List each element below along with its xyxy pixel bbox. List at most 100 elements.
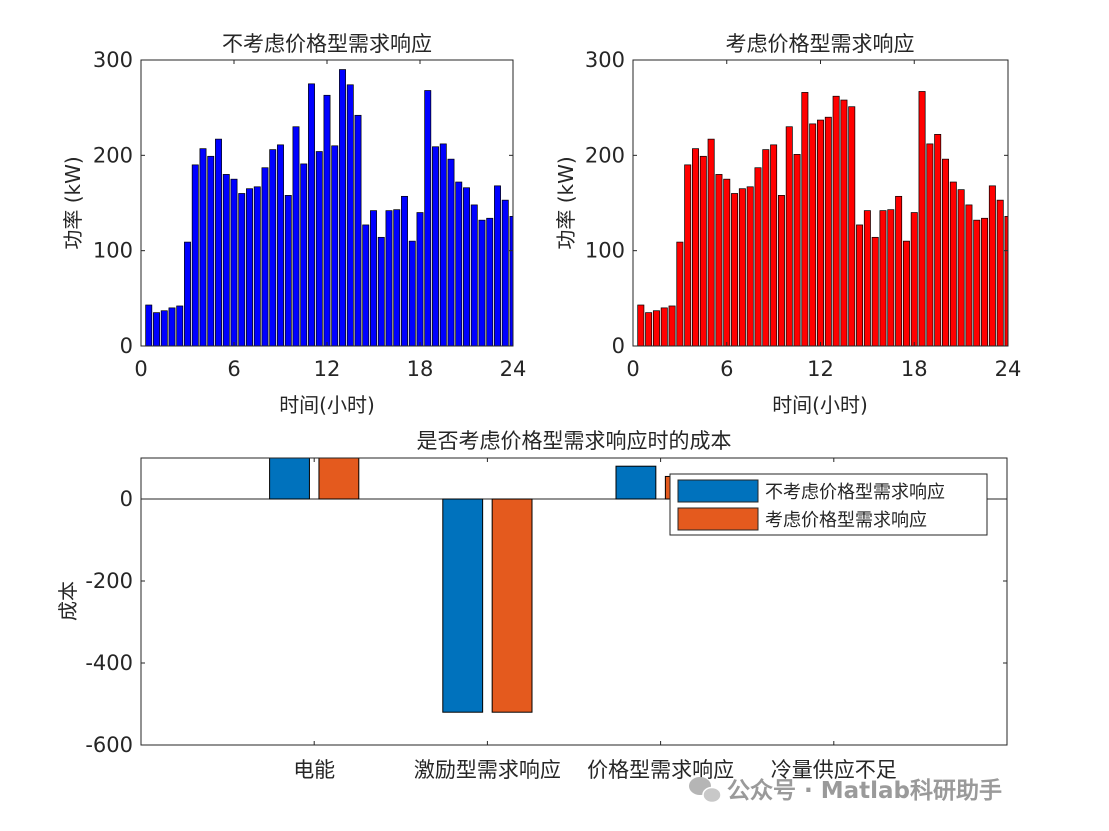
chart1-bar	[362, 224, 370, 347]
chart1-bar	[494, 185, 501, 347]
watermark: 公众号 · Matlab科研助手	[689, 777, 1002, 804]
chart1-bar	[478, 219, 486, 347]
chart3-ylabel: 成本	[56, 581, 80, 621]
chart1-bar	[284, 195, 292, 347]
chart2-bar	[723, 178, 731, 347]
y-tick-label: 300	[93, 48, 133, 72]
chart1-bar	[253, 186, 261, 347]
chart1-bar	[339, 69, 346, 347]
chart1-bar	[424, 90, 432, 347]
y-tick-label: 0	[120, 487, 133, 511]
chart2-xlabel: 时间(小时)	[772, 393, 868, 417]
legend-label-no-price-dr: 不考虑价格型需求响应	[765, 482, 945, 503]
legend-swatch-with-price-dr	[677, 507, 759, 531]
chart1-bar	[393, 209, 401, 347]
chart1-bar	[222, 174, 230, 347]
chart2-bar	[840, 99, 848, 347]
chart2-bar	[957, 189, 965, 347]
x-tick-label: 24	[995, 357, 1022, 381]
x-tick-label: 6	[227, 357, 240, 381]
chart2-bar	[981, 217, 989, 347]
chart1-bar	[145, 304, 153, 347]
category-label: 价格型需求响应	[587, 758, 734, 782]
category-label: 冷量供应不足	[771, 758, 897, 782]
chart2-bar	[660, 307, 668, 347]
chart1-bar	[292, 126, 300, 347]
chart1-xlabel: 时间(小时)	[279, 393, 375, 417]
chart1-bar	[160, 310, 168, 347]
category-label: 电能	[293, 758, 335, 782]
chart1-bar	[230, 178, 238, 347]
x-tick-label: 0	[134, 357, 147, 381]
chart1-bar	[370, 210, 377, 347]
chart2-bar	[777, 195, 785, 347]
chart1-bar	[199, 148, 207, 347]
y-tick-label: 200	[93, 143, 133, 167]
chart1-ylabel: 功率 (kW)	[61, 156, 85, 249]
chart2-bars	[637, 91, 1009, 347]
chart2-bar	[817, 119, 824, 347]
cost-bar-series-2	[318, 458, 360, 500]
chart1-bar	[207, 155, 215, 347]
cost-bar-series-2	[491, 498, 533, 713]
chart2-bar	[926, 143, 934, 347]
chart2-bar	[934, 134, 942, 347]
chart2-ylabel: 功率 (kW)	[554, 156, 578, 249]
chart2-bar	[668, 305, 676, 347]
y-tick-label: 200	[585, 143, 625, 167]
chart1-bar	[308, 83, 315, 347]
chart1-bar	[377, 236, 385, 347]
chart2-bar	[809, 123, 817, 347]
chart3-ticks: 电能 激励型需求响应 价格型需求响应 冷量供应不足 -600 -400 -200 0	[85, 458, 1007, 782]
chart1-bar	[346, 84, 354, 347]
chart2-bar	[996, 199, 1004, 347]
chart2-bar	[863, 210, 871, 347]
chart1-bar	[261, 167, 269, 347]
chart1-bar	[447, 158, 455, 347]
chart2-bar	[848, 106, 856, 347]
chart1-bar	[385, 210, 393, 347]
chart-no-price-dr: 不考虑价格型需求响应 0 6 12 18 24 0 100 200 300 时间(小时) 功率 …	[61, 32, 526, 417]
chart2-bar	[856, 224, 864, 347]
chart2-ticks: 0 6 12 18 24 0 100 200 300	[585, 48, 1021, 381]
x-tick-label: 18	[407, 357, 434, 381]
chart3-bars	[141, 458, 1007, 713]
chart1-bar	[463, 187, 470, 347]
chart1-bar	[323, 94, 331, 347]
chart-cost-comparison: 是否考虑价格型需求响应时的成本 电能 激励型需求响应 价格型需求响应 冷量供应不足 -6…	[56, 429, 1008, 782]
x-tick-label: 0	[626, 357, 639, 381]
x-tick-label: 24	[500, 357, 527, 381]
chart1-bar	[486, 217, 494, 347]
chart2-bar	[973, 219, 981, 347]
chart1-bar	[153, 312, 160, 347]
chart2-bar	[871, 236, 879, 347]
chart1-bar	[277, 144, 284, 347]
y-tick-label: -600	[85, 733, 133, 757]
chart1-ticks: 0 6 12 18 24 0 100 200 300	[93, 48, 526, 381]
cost-bar-series-1	[615, 465, 657, 500]
chart-with-price-dr: 考虑价格型需求响应 0 6 12 18 24 0 100 200 300 时间(小时) 功率 (…	[554, 32, 1021, 417]
chart2-bar	[746, 186, 754, 347]
chart1-bar	[501, 199, 509, 347]
chart2-bar	[699, 155, 707, 347]
chart2-bar	[754, 167, 762, 347]
chart1-bar	[315, 151, 323, 347]
chart2-bar	[801, 92, 809, 347]
category-label: 激励型需求响应	[414, 758, 561, 782]
y-tick-label: 100	[585, 239, 625, 263]
chart1-bar	[455, 181, 463, 347]
chart2-bar	[902, 240, 910, 347]
chart2-bar	[793, 154, 801, 347]
y-tick-label: 0	[120, 334, 133, 358]
chart1-title: 不考虑价格型需求响应	[222, 32, 432, 56]
chart2-bar	[645, 312, 653, 347]
chart3-legend: 不考虑价格型需求响应 考虑价格型需求响应	[669, 473, 988, 536]
x-tick-label: 18	[901, 357, 928, 381]
chart2-bar	[832, 95, 840, 347]
chart2-bar	[887, 209, 895, 347]
chart2-bar	[738, 188, 746, 347]
chart2-bar	[684, 164, 692, 347]
chart1-bar	[246, 188, 253, 347]
chart2-bar	[731, 193, 739, 347]
